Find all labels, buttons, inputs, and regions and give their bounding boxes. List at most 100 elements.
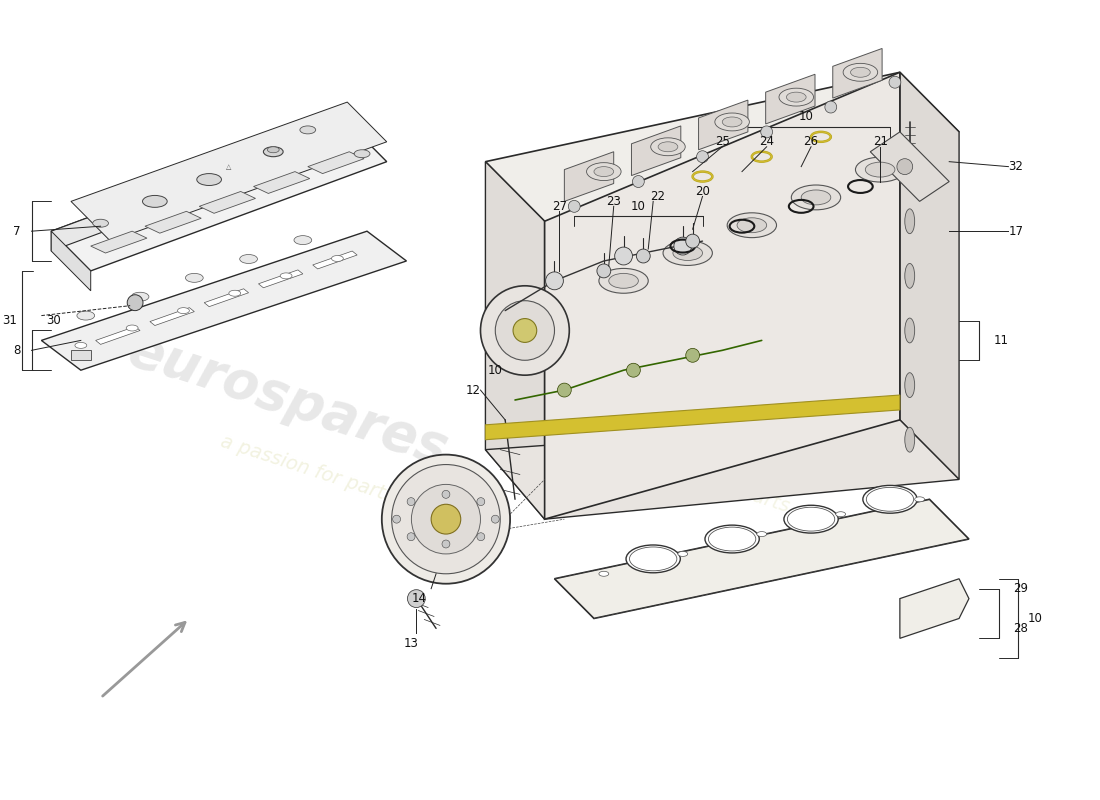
Circle shape (495, 301, 554, 360)
Polygon shape (150, 308, 195, 326)
Circle shape (685, 234, 700, 248)
Polygon shape (72, 350, 90, 360)
Polygon shape (96, 326, 140, 344)
Ellipse shape (294, 236, 311, 245)
Text: 14: 14 (411, 592, 426, 605)
Ellipse shape (905, 263, 915, 288)
Circle shape (382, 454, 510, 584)
Ellipse shape (240, 254, 257, 263)
Text: 27: 27 (552, 200, 567, 213)
Text: 24: 24 (759, 135, 774, 148)
Ellipse shape (905, 373, 915, 398)
Ellipse shape (300, 126, 316, 134)
Ellipse shape (186, 274, 204, 282)
Polygon shape (485, 395, 900, 440)
Ellipse shape (663, 241, 713, 266)
Text: 25: 25 (715, 135, 729, 148)
Text: 26: 26 (804, 135, 818, 148)
Ellipse shape (801, 190, 830, 205)
Polygon shape (870, 132, 949, 202)
Ellipse shape (126, 325, 139, 331)
Ellipse shape (177, 308, 189, 314)
Polygon shape (631, 126, 681, 175)
Text: 31: 31 (2, 314, 18, 327)
Circle shape (569, 200, 580, 212)
Text: 10: 10 (487, 364, 503, 377)
Ellipse shape (263, 146, 283, 157)
Polygon shape (72, 102, 387, 241)
Polygon shape (90, 231, 147, 253)
Ellipse shape (651, 138, 685, 156)
Polygon shape (42, 231, 407, 370)
Text: eurospares: eurospares (498, 316, 867, 484)
Polygon shape (199, 191, 255, 214)
Circle shape (431, 504, 461, 534)
Ellipse shape (905, 209, 915, 234)
Ellipse shape (598, 269, 648, 294)
Ellipse shape (715, 113, 749, 131)
Circle shape (889, 76, 901, 88)
Ellipse shape (608, 274, 638, 288)
Ellipse shape (331, 255, 343, 262)
Text: 23: 23 (606, 195, 621, 208)
Ellipse shape (678, 551, 688, 557)
Ellipse shape (866, 162, 895, 177)
Circle shape (761, 126, 772, 138)
Circle shape (407, 590, 426, 607)
Ellipse shape (905, 427, 915, 452)
Circle shape (632, 175, 645, 187)
Ellipse shape (905, 318, 915, 343)
Polygon shape (258, 270, 303, 288)
Polygon shape (312, 251, 358, 269)
Circle shape (637, 249, 650, 263)
Polygon shape (308, 152, 364, 174)
Text: 13: 13 (404, 637, 419, 650)
Ellipse shape (131, 292, 149, 301)
Polygon shape (52, 122, 387, 271)
Ellipse shape (784, 506, 838, 533)
Polygon shape (145, 211, 201, 233)
Polygon shape (900, 72, 959, 479)
Circle shape (546, 272, 563, 290)
Circle shape (442, 490, 450, 498)
Ellipse shape (856, 157, 905, 182)
Circle shape (492, 515, 499, 523)
Circle shape (477, 533, 485, 541)
Ellipse shape (673, 246, 703, 261)
Ellipse shape (705, 525, 759, 553)
Ellipse shape (594, 166, 614, 177)
Text: a passion for parts: a passion for parts (219, 432, 397, 506)
Text: 20: 20 (695, 185, 710, 198)
Ellipse shape (77, 311, 95, 320)
Polygon shape (485, 72, 959, 222)
Text: 21: 21 (872, 135, 888, 148)
Circle shape (442, 540, 450, 548)
Text: 10: 10 (1028, 612, 1043, 625)
Text: 22: 22 (650, 190, 666, 203)
Ellipse shape (867, 487, 914, 511)
Circle shape (407, 533, 415, 541)
Text: 10: 10 (799, 110, 814, 123)
Ellipse shape (723, 117, 743, 127)
Ellipse shape (708, 527, 756, 551)
Polygon shape (564, 152, 614, 202)
Ellipse shape (586, 162, 622, 181)
Text: 11: 11 (993, 334, 1009, 347)
Polygon shape (52, 122, 348, 251)
Ellipse shape (229, 290, 241, 296)
Circle shape (615, 247, 632, 265)
Text: 32: 32 (1009, 160, 1023, 173)
Circle shape (558, 383, 571, 397)
Ellipse shape (779, 88, 814, 106)
Ellipse shape (143, 195, 167, 207)
Circle shape (481, 286, 570, 375)
Circle shape (597, 264, 611, 278)
Circle shape (477, 498, 485, 506)
Ellipse shape (598, 571, 608, 576)
Polygon shape (900, 578, 969, 638)
Circle shape (128, 294, 143, 310)
Ellipse shape (626, 545, 680, 573)
Polygon shape (253, 171, 310, 194)
Ellipse shape (727, 213, 777, 238)
Text: 7: 7 (13, 225, 21, 238)
